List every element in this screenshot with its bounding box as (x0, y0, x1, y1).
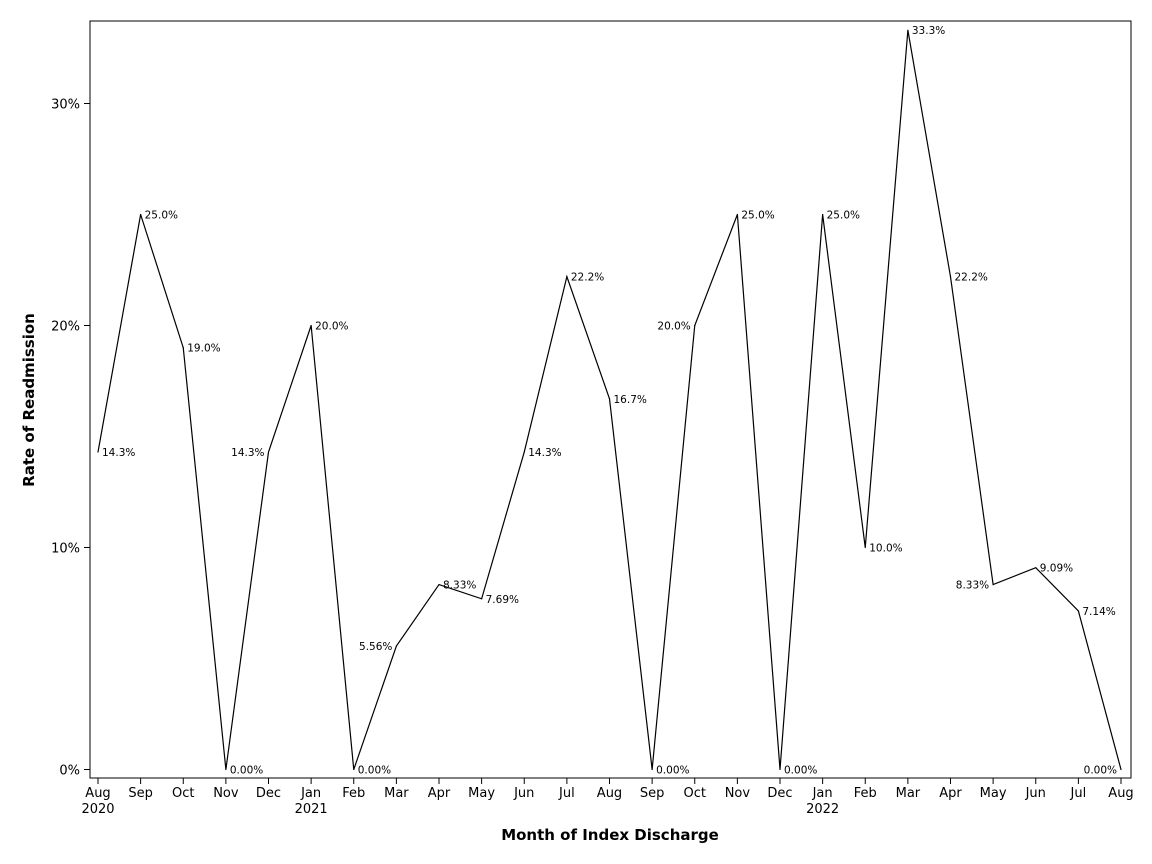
data-point (481, 598, 483, 600)
data-point (267, 451, 270, 453)
data-point (182, 347, 184, 349)
x-tick-label: May (980, 786, 1007, 801)
data-label: 7.14% (1082, 606, 1115, 618)
x-tick-label: Feb (854, 786, 877, 801)
y-axis: 0% 10% 20% 30% (51, 98, 90, 779)
data-point (651, 768, 653, 771)
data-label: 5.56% (359, 641, 392, 653)
data-point (1077, 610, 1079, 612)
x-tick-label: Apr (428, 786, 451, 801)
y-tick-label: 20% (51, 320, 80, 335)
data-point (1035, 567, 1037, 569)
data-point (949, 276, 952, 278)
x-tick-label: Aug (85, 786, 110, 801)
readmission-rate-line (97, 30, 1122, 770)
x-tick-label: Oct (172, 786, 194, 801)
data-label: 14.3% (231, 447, 264, 459)
x-tick-label: Jan (812, 786, 833, 801)
x-axis-title: Month of Index Discharge (501, 826, 719, 844)
data-label: 7.69% (486, 594, 519, 606)
data-point (779, 768, 781, 771)
data-point (395, 645, 397, 647)
data-label: 22.2% (955, 272, 988, 284)
data-point (566, 276, 568, 278)
x-tick-label: Dec (256, 786, 281, 801)
data-label: 0.00% (656, 765, 689, 777)
x-year-label: 2020 (81, 802, 114, 817)
x-tick-label: Oct (684, 786, 706, 801)
data-point (694, 324, 696, 327)
data-point (140, 213, 142, 216)
y-tick-label: 30% (51, 98, 80, 113)
x-tick-label: Nov (213, 786, 239, 801)
x-tick-label: Jun (513, 786, 534, 801)
data-label: 25.0% (741, 210, 774, 222)
data-label: 8.33% (956, 580, 989, 592)
plot-frame (89, 20, 1132, 779)
x-year-label: 2022 (806, 802, 839, 817)
y-axis-title: Rate of Readmission (20, 313, 38, 487)
x-tick-label: May (468, 786, 495, 801)
x-tick-label: Nov (725, 786, 751, 801)
x-tick-label: Jan (300, 786, 321, 801)
data-point (438, 583, 440, 586)
x-tick-label: Aug (597, 786, 622, 801)
data-label: 0.00% (1084, 765, 1117, 777)
data-label: 14.3% (102, 447, 135, 459)
data-label: 0.00% (230, 765, 263, 777)
x-tick-label: Mar (384, 786, 409, 801)
x-tick-label: Feb (342, 786, 365, 801)
data-labels: 14.3% 25.0% 19.0% 0.00% 14.3% 20.0% 0.00% 5.56%… (97, 25, 1122, 777)
data-point (97, 451, 99, 453)
data-label: 25.0% (827, 210, 860, 222)
data-point (864, 546, 866, 549)
data-point (736, 213, 738, 216)
x-tick-label: Sep (128, 786, 153, 801)
data-point (523, 451, 525, 453)
x-tick-label: Jul (558, 786, 575, 801)
y-tick-label: 10% (51, 542, 80, 557)
data-label: 25.0% (145, 210, 178, 222)
data-label: 10.0% (869, 543, 902, 555)
data-point (992, 583, 994, 586)
x-tick-label: Apr (939, 786, 962, 801)
x-tick-label: Aug (1108, 786, 1133, 801)
x-year-label: 2021 (295, 802, 328, 817)
data-point (608, 398, 611, 400)
x-tick-label: Mar (896, 786, 921, 801)
data-point (822, 213, 824, 216)
data-point (907, 29, 909, 31)
x-tick-label: Jun (1025, 786, 1046, 801)
data-point (310, 324, 312, 327)
data-label: 19.0% (187, 343, 220, 355)
data-label: 16.7% (614, 394, 647, 406)
x-tick-label: Sep (640, 786, 665, 801)
data-label: 14.3% (528, 447, 561, 459)
data-label: 0.00% (784, 765, 817, 777)
data-label: 20.0% (657, 321, 690, 333)
x-tick-label: Dec (767, 786, 792, 801)
data-label: 0.00% (358, 765, 391, 777)
data-label: 8.33% (443, 580, 476, 592)
data-label: 22.2% (571, 272, 604, 284)
y-tick-label: 0% (59, 764, 80, 779)
x-tick-label: Jul (1070, 786, 1087, 801)
data-point (1120, 768, 1122, 771)
data-label: 9.09% (1040, 563, 1073, 575)
data-label: 20.0% (315, 321, 348, 333)
data-label: 33.3% (912, 25, 945, 37)
data-point (353, 768, 355, 771)
data-point (225, 768, 227, 771)
